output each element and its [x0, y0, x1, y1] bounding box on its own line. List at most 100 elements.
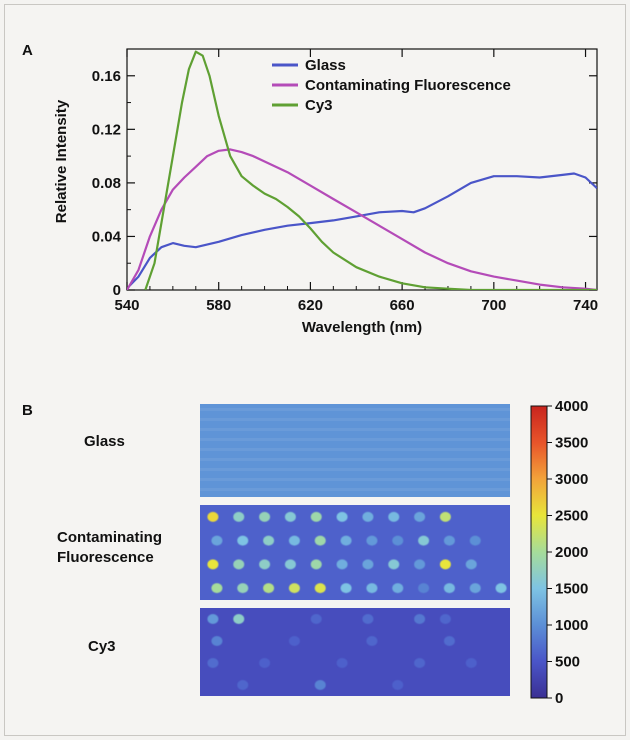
- y-tick-label: 0.04: [92, 228, 122, 245]
- x-tick-label: 540: [114, 297, 139, 314]
- spot: [414, 559, 426, 570]
- row-label-cy3: Cy3: [88, 637, 116, 657]
- series-line: [144, 50, 597, 290]
- spot: [495, 583, 507, 594]
- y-tick-label: 0.08: [92, 175, 121, 192]
- spot: [366, 583, 378, 594]
- spot: [443, 636, 455, 646]
- row-label-glass: Glass: [84, 432, 125, 452]
- spot: [211, 535, 223, 546]
- row-label-line: Fluorescence: [57, 549, 154, 566]
- panel-texture: [200, 458, 510, 461]
- spot: [443, 535, 455, 546]
- spot: [233, 614, 245, 624]
- spot: [237, 583, 249, 594]
- row-label-line: Glass: [84, 433, 125, 450]
- spot: [388, 511, 400, 522]
- y-axis-title: Relative Intensity: [53, 99, 70, 223]
- spot: [310, 511, 322, 522]
- spot: [314, 583, 326, 594]
- colorbar-tick-label: 3000: [555, 471, 588, 488]
- legend-entry: Glass: [305, 57, 346, 74]
- y-tick-label: 0.16: [92, 68, 121, 85]
- spot: [310, 614, 322, 624]
- series-line: [127, 148, 597, 290]
- spot: [233, 559, 245, 570]
- spot: [340, 535, 352, 546]
- spot: [439, 614, 451, 624]
- spot: [439, 511, 451, 522]
- spot: [366, 636, 378, 646]
- spot: [392, 583, 404, 594]
- panel-b-label: B: [22, 402, 33, 419]
- panel-texture: [200, 478, 510, 481]
- spot: [414, 658, 426, 668]
- spot: [263, 583, 275, 594]
- spot: [314, 680, 326, 690]
- spot: [237, 680, 249, 690]
- x-tick-label: 700: [481, 297, 506, 314]
- spot: [233, 511, 245, 522]
- line-chart-legend: Glass Contaminating Fluorescence Cy3: [272, 57, 511, 114]
- panel-a-label: A: [22, 42, 33, 59]
- series-line: [128, 172, 597, 287]
- spot: [418, 583, 430, 594]
- colorbar-tick-label: 2000: [555, 544, 588, 561]
- spot: [465, 559, 477, 570]
- row-label-line: Cy3: [88, 638, 116, 655]
- legend-entry: Contaminating Fluorescence: [305, 77, 511, 94]
- spot: [211, 636, 223, 646]
- spot: [259, 559, 271, 570]
- row-label-contaminating: Contaminating Fluorescence: [57, 528, 162, 568]
- heatmap-panel-background: [200, 505, 510, 600]
- row-label-line: Contaminating: [57, 529, 162, 546]
- colorbar-tick-label: 1000: [555, 617, 588, 634]
- spot: [465, 658, 477, 668]
- spot: [362, 511, 374, 522]
- spot: [288, 636, 300, 646]
- spot: [314, 535, 326, 546]
- panel-texture: [200, 438, 510, 441]
- y-tick-label: 0.12: [92, 121, 121, 138]
- heatmap-panel-background: [200, 608, 510, 696]
- colorbar-tick-label: 0: [555, 690, 563, 707]
- spot: [392, 535, 404, 546]
- spot: [211, 583, 223, 594]
- colorbar-tick-label: 3500: [555, 435, 588, 452]
- colorbar-tick-label: 500: [555, 654, 580, 671]
- x-tick-label: 580: [206, 297, 231, 314]
- heatmap-panel: [200, 404, 510, 497]
- spot: [362, 559, 374, 570]
- colorbar-tick-label: 4000: [555, 398, 588, 415]
- spot: [237, 535, 249, 546]
- heatmap-panels: [200, 404, 510, 696]
- spot: [418, 535, 430, 546]
- x-tick-label: 740: [573, 297, 598, 314]
- colorbar-tick-label: 1500: [555, 581, 588, 598]
- spot: [362, 614, 374, 624]
- spot: [414, 614, 426, 624]
- spot: [310, 559, 322, 570]
- spot: [284, 559, 296, 570]
- spot: [439, 559, 451, 570]
- heatmap-panel: [200, 608, 510, 696]
- spot: [336, 658, 348, 668]
- heatmap-figure: 0 500 1000 1500 2000 2500 3000 3500 4000: [200, 398, 588, 707]
- spot: [336, 511, 348, 522]
- x-axis-title: Wavelength (nm): [302, 319, 422, 336]
- spot: [469, 583, 481, 594]
- panel-texture: [200, 418, 510, 421]
- plot-frame: [126, 48, 598, 291]
- heatmap-panel-background: [200, 404, 510, 497]
- spot: [366, 535, 378, 546]
- spot: [207, 511, 219, 522]
- spot: [284, 511, 296, 522]
- spot: [288, 583, 300, 594]
- colorbar-gradient: [530, 405, 548, 699]
- spot: [469, 535, 481, 546]
- panel-texture: [200, 408, 510, 411]
- x-tick-label: 620: [298, 297, 323, 314]
- spot: [259, 511, 271, 522]
- spot: [336, 559, 348, 570]
- line-chart-series: [127, 50, 597, 290]
